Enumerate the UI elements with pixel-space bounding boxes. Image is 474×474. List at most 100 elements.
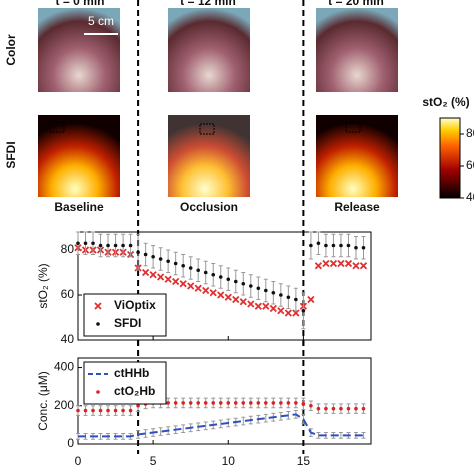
y-tick-label: 60 [61, 287, 75, 301]
legend-label: SFDI [114, 316, 141, 330]
y-tick-label: 40 [61, 332, 75, 346]
x-marker [269, 304, 277, 313]
dot-marker [218, 275, 223, 279]
dot-marker [233, 401, 238, 405]
dot-marker [188, 266, 193, 270]
legend-box [83, 361, 167, 405]
dot-marker [279, 293, 283, 297]
condition-label: Baseline [54, 200, 104, 214]
y-tick-label: 80 [61, 242, 75, 256]
dot-marker [181, 263, 185, 268]
x-marker [202, 286, 210, 295]
dot-marker [286, 401, 291, 405]
plot-frame [77, 357, 372, 445]
dot-marker [248, 401, 253, 405]
x-marker [217, 291, 225, 299]
dot-marker [196, 401, 201, 405]
dot-marker [196, 268, 201, 273]
x-marker [172, 277, 180, 286]
x-marker [157, 273, 165, 281]
dot-marker [346, 243, 351, 248]
dot-marker [248, 284, 253, 288]
x-marker [194, 284, 202, 292]
x-marker [179, 280, 187, 288]
colorbar-label: stO₂ (%) [422, 95, 469, 109]
colorbar-tick-label: 40 [466, 190, 474, 204]
error-bar [316, 432, 321, 439]
error-bar [241, 416, 246, 426]
condition-label: Occlusion [180, 200, 238, 214]
dot-marker [301, 308, 306, 313]
dot-marker [106, 408, 110, 413]
x-marker [337, 259, 345, 268]
dot-marker [294, 401, 298, 405]
y-tick-label: 200 [54, 398, 74, 412]
error-bar [203, 421, 208, 431]
x-marker [352, 262, 360, 270]
dot-marker [339, 406, 343, 411]
colorbar-tick-label: 80 [466, 126, 474, 140]
error-bar [121, 432, 126, 440]
legend-box [83, 293, 167, 337]
dot-marker [76, 408, 80, 413]
dot-marker [113, 243, 118, 248]
row-label: Color [4, 34, 18, 66]
legend: ctHHb ctO₂Hb [83, 361, 167, 405]
x-marker [164, 275, 172, 283]
dot-marker [106, 243, 110, 248]
dot-marker [346, 406, 351, 411]
legend-label: ctHHb [114, 366, 149, 380]
dot-marker [256, 286, 261, 291]
dot-marker [83, 241, 88, 246]
legend: ViOptix SFDI [83, 293, 167, 337]
x-marker [141, 268, 150, 277]
dot-marker [113, 408, 118, 413]
x-marker [239, 298, 247, 306]
dot-marker [233, 279, 238, 284]
error-bar [158, 427, 163, 436]
dot-marker [264, 401, 268, 405]
x-marker [277, 307, 285, 315]
dot-marker [301, 402, 306, 406]
x-marker [187, 282, 195, 290]
dot-marker [121, 243, 125, 248]
time-label: t = 0 min [55, 0, 104, 8]
dot-marker [256, 401, 261, 405]
dot-marker [211, 401, 216, 405]
condition-label: Release [334, 200, 380, 214]
dot-marker [339, 243, 343, 248]
dot-marker [361, 245, 366, 250]
dot-marker [173, 261, 178, 266]
x-axis-label: Time (min) [196, 472, 253, 474]
x-marker [262, 302, 270, 310]
scale-bar-label: 5 cm [88, 14, 114, 28]
dot-marker [91, 408, 95, 413]
color-image [168, 8, 250, 92]
x-marker [329, 259, 338, 268]
dot-marker [166, 401, 170, 405]
dot-marker [96, 390, 100, 394]
x-marker [149, 271, 157, 279]
time-label: t = 20 min [328, 0, 384, 8]
dot-marker [151, 254, 155, 259]
dot-marker [96, 322, 100, 326]
x-marker [284, 309, 292, 317]
x-tick-label: 15 [297, 454, 311, 468]
sfdi-image [38, 115, 120, 197]
x-tick-label: 10 [222, 454, 236, 468]
plot-frame [77, 231, 372, 341]
error-bar [263, 413, 268, 423]
dot-marker [128, 243, 133, 248]
x-marker [247, 300, 255, 308]
dot-marker [354, 245, 358, 250]
error-bar [218, 419, 223, 429]
dot-marker [188, 401, 193, 405]
roi-box [199, 123, 215, 135]
color-image [38, 8, 120, 92]
dot-marker [286, 295, 291, 300]
dot-marker [324, 406, 328, 411]
row-label: SFDI [4, 141, 18, 168]
x-marker [322, 259, 330, 268]
error-bar [361, 432, 366, 439]
sfdi-image [168, 115, 250, 197]
